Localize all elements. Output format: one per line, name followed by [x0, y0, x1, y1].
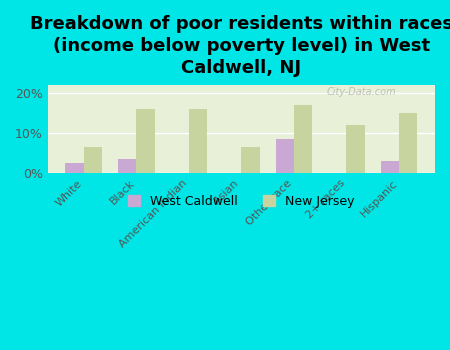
Bar [118, 159, 136, 173]
Legend: West Caldwell, New Jersey: West Caldwell, New Jersey [123, 190, 360, 213]
Bar [275, 139, 294, 173]
Bar [241, 147, 260, 173]
Title: Breakdown of poor residents within races
(income below poverty level) in West
Ca: Breakdown of poor residents within races… [30, 15, 450, 77]
Bar [65, 163, 84, 173]
Bar [399, 113, 418, 173]
Bar [136, 108, 155, 173]
Bar [346, 125, 365, 173]
Bar [189, 108, 207, 173]
Text: City-Data.com: City-Data.com [327, 87, 396, 97]
Bar [294, 105, 312, 173]
Bar [381, 161, 399, 173]
Bar [84, 147, 102, 173]
